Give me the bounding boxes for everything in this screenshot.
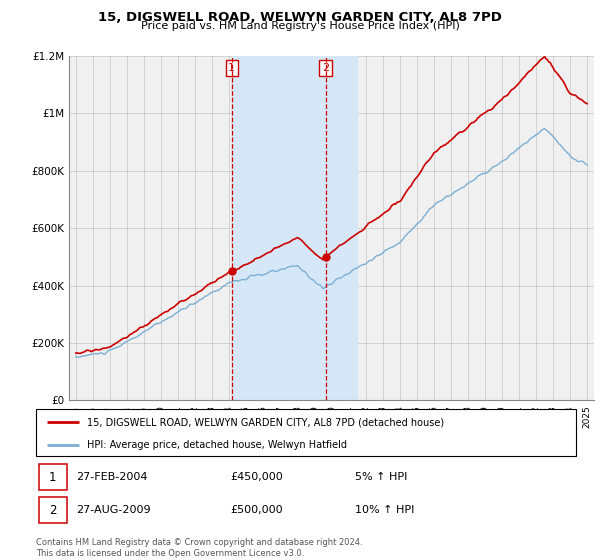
- Text: £450,000: £450,000: [230, 473, 283, 482]
- Text: 27-AUG-2009: 27-AUG-2009: [77, 505, 151, 515]
- Bar: [326, 56, 357, 400]
- FancyBboxPatch shape: [39, 464, 67, 491]
- Text: 1: 1: [49, 471, 56, 484]
- Text: £500,000: £500,000: [230, 505, 283, 515]
- Text: Price paid vs. HM Land Registry's House Price Index (HPI): Price paid vs. HM Land Registry's House …: [140, 21, 460, 31]
- FancyBboxPatch shape: [39, 497, 67, 523]
- Text: 5% ↑ HPI: 5% ↑ HPI: [355, 473, 407, 482]
- Text: 10% ↑ HPI: 10% ↑ HPI: [355, 505, 414, 515]
- Text: 15, DIGSWELL ROAD, WELWYN GARDEN CITY, AL8 7PD (detached house): 15, DIGSWELL ROAD, WELWYN GARDEN CITY, A…: [88, 417, 445, 427]
- Text: 27-FEB-2004: 27-FEB-2004: [77, 473, 148, 482]
- Text: 2: 2: [322, 63, 329, 73]
- FancyBboxPatch shape: [36, 409, 576, 456]
- Text: 2: 2: [49, 503, 56, 516]
- Text: 1: 1: [228, 63, 235, 73]
- Text: Contains HM Land Registry data © Crown copyright and database right 2024.
This d: Contains HM Land Registry data © Crown c…: [36, 538, 362, 558]
- Text: 15, DIGSWELL ROAD, WELWYN GARDEN CITY, AL8 7PD: 15, DIGSWELL ROAD, WELWYN GARDEN CITY, A…: [98, 11, 502, 24]
- Bar: [232, 56, 326, 400]
- Text: HPI: Average price, detached house, Welwyn Hatfield: HPI: Average price, detached house, Welw…: [88, 440, 347, 450]
